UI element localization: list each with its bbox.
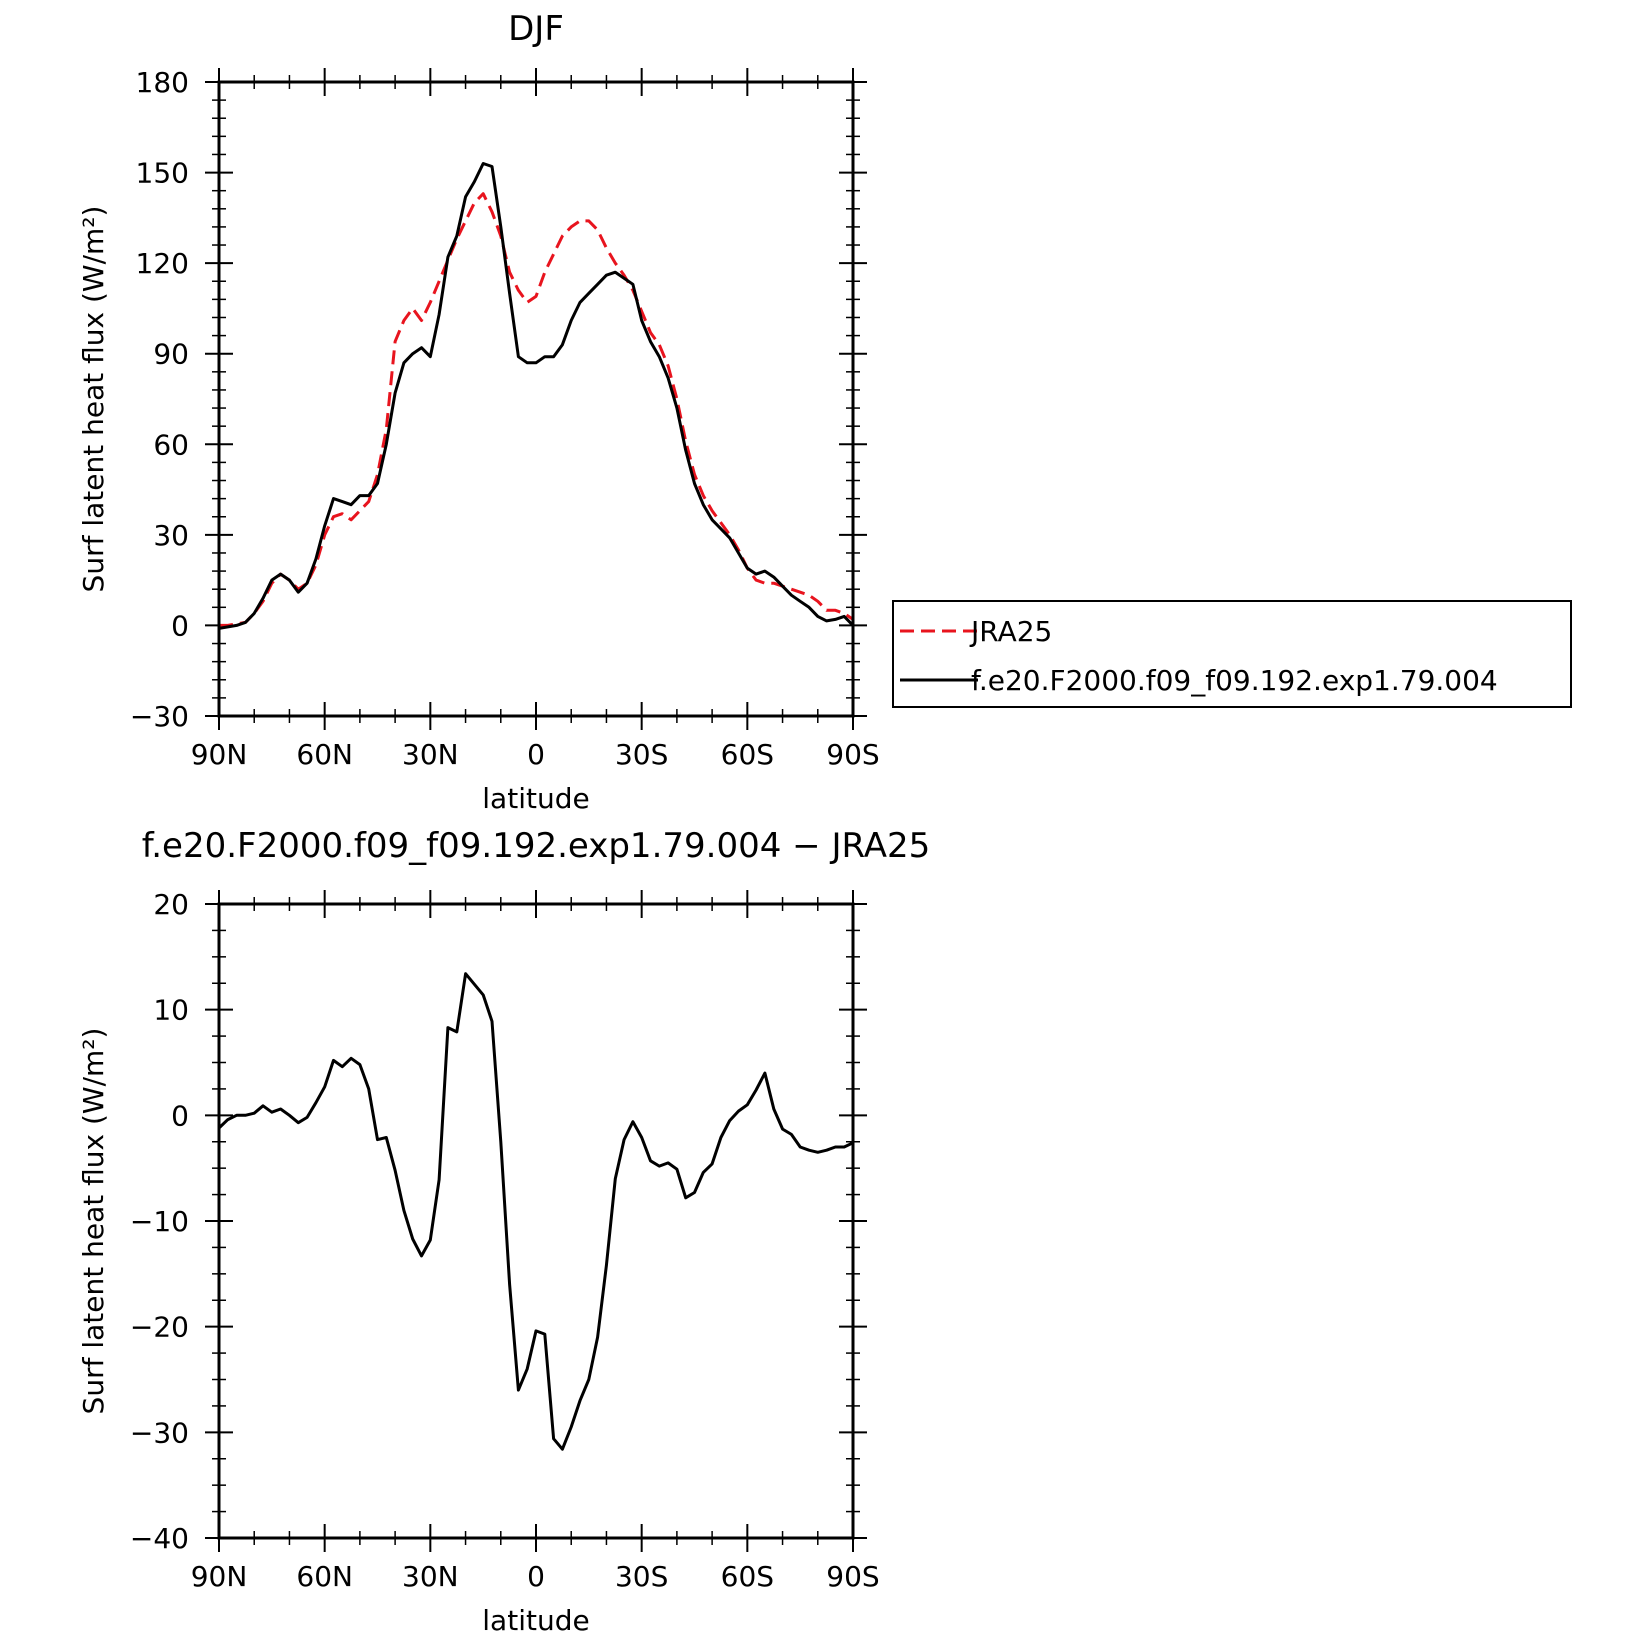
x-axis-label: latitude <box>482 782 589 815</box>
y-tick-label: 150 <box>136 157 189 190</box>
y-tick-label: 120 <box>136 247 189 280</box>
y-tick-labels: −30 0 30 60 90 120 150 180 <box>130 66 189 733</box>
legend: JRA25 f.e20.F2000.f09_f09.192.exp1.79.00… <box>892 600 1572 708</box>
x-tick-label: 60S <box>721 738 774 771</box>
x-tick-label: 30S <box>615 1560 668 1593</box>
x-tick-label: 0 <box>527 1560 545 1593</box>
x-tick-label: 60N <box>296 1560 353 1593</box>
x-tick-label: 60N <box>296 738 353 771</box>
chart-title: DJF <box>508 9 564 49</box>
panel-djf: DJF −30 0 30 60 90 120 150 180 90N 60N 30N 0 30S 60S… <box>77 9 880 815</box>
y-tick-labels: −40 −30 −20 −10 0 10 20 <box>130 888 189 1555</box>
y-axis-label: Surf latent heat flux (W/m²) <box>77 1028 110 1415</box>
plot-frame <box>217 902 855 1540</box>
plot-lines <box>217 972 854 1451</box>
legend-label-jra25: JRA25 <box>969 615 1052 648</box>
x-tick-labels: 90N 60N 30N 0 30S 60S 90S <box>191 738 880 771</box>
x-tick-label: 60S <box>721 1560 774 1593</box>
y-axis-label: Surf latent heat flux (W/m²) <box>77 206 110 593</box>
ticks <box>205 68 867 730</box>
y-tick-label: 30 <box>153 519 189 552</box>
y-tick-label: −10 <box>130 1205 189 1238</box>
y-tick-label: −20 <box>130 1311 189 1344</box>
legend-label-model: f.e20.F2000.f09_f09.192.exp1.79.004 <box>971 664 1498 697</box>
x-tick-label: 30S <box>615 738 668 771</box>
chart-title: f.e20.F2000.f09_f09.192.exp1.79.004 − JR… <box>142 826 931 866</box>
y-tick-label: −30 <box>130 1416 189 1449</box>
y-tick-label: 20 <box>153 888 189 921</box>
series-line-difference <box>217 972 854 1451</box>
y-tick-label: 0 <box>171 1099 189 1132</box>
x-tick-label: 30N <box>402 1560 459 1593</box>
y-tick-label: 0 <box>171 609 189 642</box>
y-tick-label: 90 <box>153 338 189 371</box>
y-tick-label: −40 <box>130 1522 189 1555</box>
series-line-f-e20-f2000-f09-f09-192-exp1-79-004 <box>218 162 855 630</box>
y-tick-label: −30 <box>130 700 189 733</box>
x-tick-label: 90N <box>191 1560 248 1593</box>
y-tick-label: 180 <box>136 66 189 99</box>
x-axis-label: latitude <box>482 1604 589 1637</box>
x-tick-label: 0 <box>527 738 545 771</box>
y-tick-label: 10 <box>153 994 189 1027</box>
plot-lines <box>218 162 855 630</box>
x-tick-label: 90S <box>826 1560 879 1593</box>
x-tick-label: 90S <box>826 738 879 771</box>
x-tick-label: 90N <box>191 738 248 771</box>
y-tick-label: 60 <box>153 428 189 461</box>
ticks <box>205 890 867 1552</box>
x-tick-labels: 90N 60N 30N 0 30S 60S 90S <box>191 1560 880 1593</box>
plot-frame <box>217 80 855 718</box>
x-tick-label: 30N <box>402 738 459 771</box>
panel-difference: f.e20.F2000.f09_f09.192.exp1.79.004 − JR… <box>77 826 930 1637</box>
legend-box <box>892 600 1572 708</box>
